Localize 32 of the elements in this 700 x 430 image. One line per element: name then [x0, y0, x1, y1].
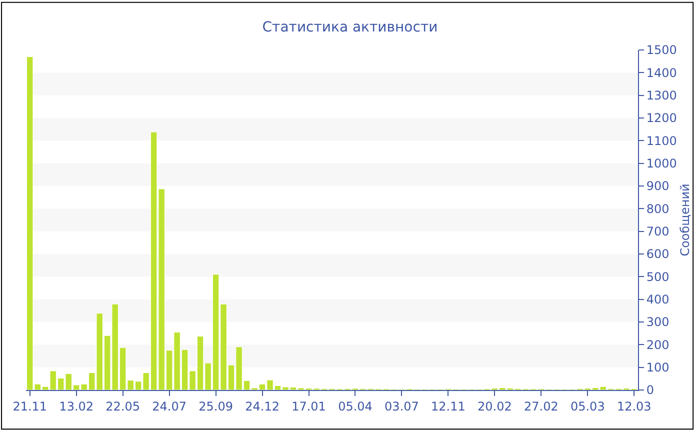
y-tick-label: 400 — [646, 292, 670, 307]
x-tick-label: 24.07 — [152, 399, 186, 414]
y-axis-title: Сообщений — [678, 184, 692, 256]
y-tick-label: 500 — [646, 270, 670, 284]
y-tick-label: 1100 — [646, 134, 677, 148]
y-tick-label: 1300 — [646, 88, 677, 103]
y-tick-label: 100 — [646, 360, 670, 375]
y-tick-label: 900 — [646, 179, 670, 194]
y-tick-label: 700 — [646, 224, 670, 239]
y-tick-label: 1000 — [646, 156, 677, 171]
x-tick-label: 13.02 — [59, 399, 94, 414]
y-tick-label: 1500 — [646, 43, 677, 58]
y-tick-label: 800 — [646, 202, 670, 216]
x-tick-label: 05.03 — [570, 399, 605, 414]
chart-title: Статистика активности — [262, 19, 438, 36]
x-tick-label: 20.02 — [478, 399, 512, 414]
y-tick-label: 300 — [646, 315, 670, 330]
y-tick-label: 1200 — [646, 111, 677, 126]
y-tick-label: 0 — [646, 383, 654, 398]
y-tick-label: 1400 — [646, 66, 677, 80]
x-tick-label: 17.01 — [292, 399, 326, 414]
x-tick-label: 12.03 — [616, 399, 652, 414]
x-tick-label: 25.09 — [198, 399, 233, 414]
x-tick-label: 03.07 — [384, 399, 419, 414]
x-tick-label: 21.11 — [12, 399, 48, 414]
x-tick-label: 12.11 — [431, 399, 466, 414]
y-tick-label: 600 — [646, 247, 670, 262]
x-tick-label: 27.02 — [524, 399, 558, 414]
x-tick-label: 24.12 — [245, 399, 280, 414]
x-tick-label: 05.04 — [338, 399, 372, 414]
y-tick-label: 200 — [646, 338, 670, 352]
x-tick-label: 22.05 — [106, 399, 140, 414]
